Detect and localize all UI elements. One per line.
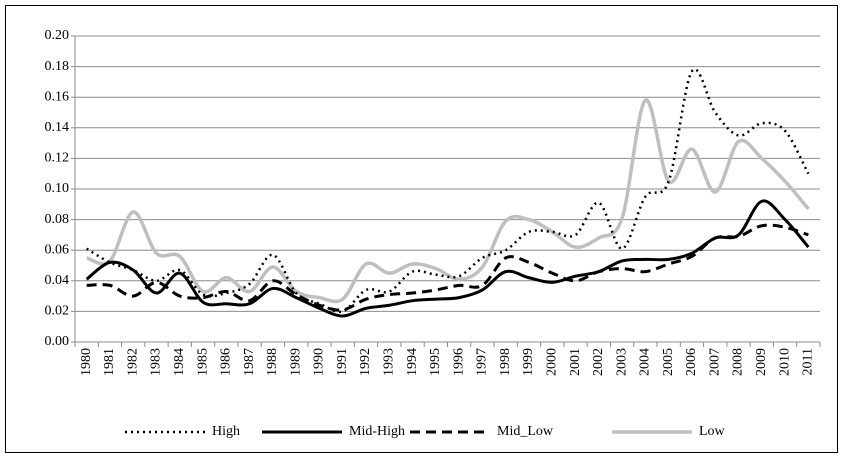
x-tick-label: 1984 [172,348,187,376]
x-tick-label: 2000 [544,348,559,376]
y-tick-label: 0.02 [45,304,70,319]
x-tick-label: 1998 [498,348,513,376]
x-tick-label: 2010 [777,348,792,376]
x-tick-label: 1982 [125,348,140,376]
x-tick-label: 2011 [801,348,816,375]
x-tick-label: 1994 [405,348,420,376]
x-tick-label: 1990 [312,348,327,376]
legend-label: Mid_Low [497,424,554,439]
series-line [86,98,810,304]
x-tick-label: 1997 [475,348,490,376]
y-tick-label: 0.06 [45,242,70,257]
x-tick-label: 1988 [265,348,280,376]
x-tick-label: 1986 [219,348,234,376]
x-tick-label: 2007 [707,348,722,376]
legend-label: Mid-High [349,424,405,439]
x-tick-label: 2006 [684,348,699,376]
legend-label: High [212,424,240,439]
x-tick-label: 1995 [428,348,443,376]
y-tick-label: 0.18 [45,59,70,74]
x-tick-label: 2009 [754,348,769,376]
x-tick-label: 1989 [288,348,303,376]
x-tick-label: 2003 [614,348,629,376]
y-tick-label: 0.20 [45,28,70,43]
legend-label: Low [699,424,726,439]
x-tick-label: 2001 [568,348,583,376]
y-tick-label: 0.10 [45,181,70,196]
y-tick-label: 0.14 [45,120,70,135]
chart-frame [5,5,838,453]
x-tick-label: 2008 [731,348,746,376]
x-tick-label: 1992 [358,348,373,376]
y-tick-label: 0.04 [45,273,70,288]
y-tick-label: 0.12 [45,151,70,166]
y-tick-label: 0.16 [45,89,70,104]
x-tick-label: 2005 [661,348,676,376]
x-tick-label: 1993 [382,348,397,376]
x-tick-label: 1987 [242,348,257,376]
y-tick-label: 0.00 [45,334,70,349]
series-line [85,199,810,318]
x-tick-label: 1985 [195,348,210,376]
x-tick-label: 1996 [451,348,466,376]
x-tick-label: 2002 [591,348,606,376]
x-tick-label: 2004 [638,348,653,376]
y-tick-label: 0.08 [45,212,70,227]
x-tick-label: 1999 [521,348,536,376]
x-tick-label: 1983 [149,348,164,376]
x-tick-label: 1980 [79,348,94,376]
x-tick-label: 1981 [102,348,117,376]
x-tick-label: 1991 [335,348,350,376]
series-line [86,223,809,312]
